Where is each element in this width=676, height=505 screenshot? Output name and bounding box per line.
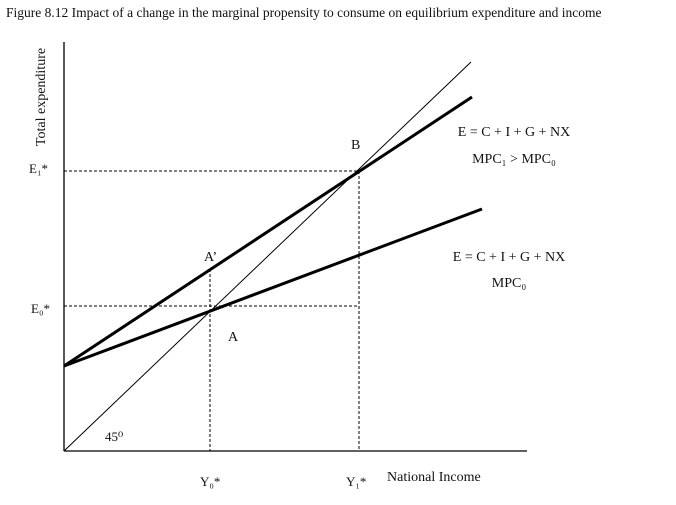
point-b-label: B	[351, 138, 360, 153]
lower-line-mpc: MPC₀	[492, 276, 527, 291]
upper-expenditure-line	[63, 95, 473, 368]
y1-label: Y₁*	[346, 474, 366, 489]
e1-label: E₁*	[29, 161, 48, 176]
y-axis-label: Total expenditure	[34, 48, 49, 146]
point-a-prime-label: A’	[204, 250, 217, 265]
upper-line-mpc: MPC₁ > MPC₀	[472, 152, 556, 167]
point-a-label: A	[228, 330, 239, 345]
angle-label: 45⁰	[105, 429, 123, 444]
lower-expenditure-line	[63, 207, 483, 368]
45-degree-line	[63, 61, 472, 452]
y0-label: Y₀*	[200, 474, 220, 489]
lower-line-equation: E = C + I + G + NX	[453, 250, 565, 265]
figure-title: Figure 8.12 Impact of a change in the ma…	[6, 5, 602, 20]
upper-line-equation: E = C + I + G + NX	[458, 125, 570, 140]
e0-label: E₀*	[31, 301, 50, 316]
x-axis-label: National Income	[387, 470, 481, 485]
